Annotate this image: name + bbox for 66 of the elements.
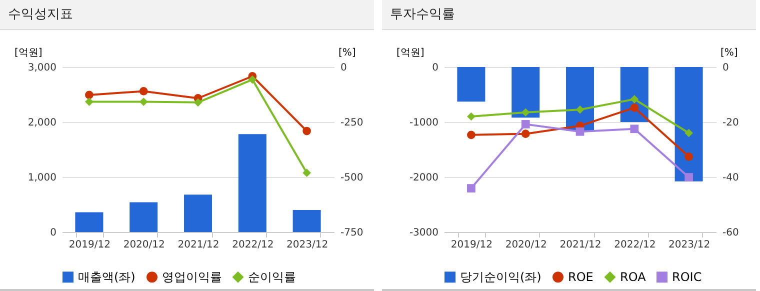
x-tick-label: 2023/12 — [668, 240, 710, 250]
point — [521, 120, 530, 128]
legend-label: ROA — [620, 270, 647, 284]
y-tick-label: 3,000 — [28, 62, 56, 74]
bar — [238, 134, 266, 232]
bar — [130, 202, 158, 232]
point — [85, 90, 94, 100]
point — [576, 127, 584, 136]
point — [139, 98, 148, 106]
y-tick-label: -2000 — [409, 172, 438, 184]
x-tick-label: 2019/12 — [68, 240, 110, 250]
point — [467, 130, 476, 140]
x-tick-label: 2021/12 — [178, 240, 220, 250]
y-tick-label: -1000 — [409, 118, 438, 128]
y2-tick-label: -40 — [722, 172, 739, 184]
y-tick-label: 0 — [432, 62, 438, 74]
y2-tick-label: -60 — [722, 228, 739, 238]
bar — [75, 212, 104, 232]
y2-tick-label: -250 — [340, 118, 364, 128]
x-tick-label: 2021/12 — [560, 240, 602, 250]
x-tick-label: 2020/12 — [123, 240, 165, 250]
bar — [292, 210, 321, 232]
y-tick-label: 2,000 — [28, 118, 56, 128]
point — [139, 87, 148, 96]
legend-label: 영업이익률 — [162, 270, 222, 284]
legend-label: 매출액(좌) — [78, 270, 136, 284]
point — [467, 112, 476, 121]
point — [630, 94, 639, 104]
x-tick-label: 2022/12 — [614, 240, 656, 250]
point — [467, 184, 476, 192]
point — [684, 173, 693, 182]
x-tick-label: 2023/12 — [286, 240, 328, 250]
legend-label: 순이익률 — [248, 270, 296, 284]
y-tick-label: 1,000 — [28, 172, 56, 184]
legend-label: 당기순이익(좌) — [460, 270, 542, 284]
y2-axis-title: [%] — [338, 48, 356, 58]
point — [302, 168, 311, 178]
legend-label: ROE — [568, 270, 594, 284]
bar — [184, 194, 212, 232]
point — [684, 152, 693, 161]
point — [85, 98, 94, 106]
chart-title: 수익성지표 — [0, 0, 374, 30]
point — [521, 108, 530, 117]
y-axis-title: [억원] — [396, 48, 424, 58]
y-tick-label: 0 — [50, 228, 56, 238]
point — [194, 98, 202, 107]
y2-axis-title: [%] — [720, 48, 738, 58]
point — [576, 105, 584, 114]
y-axis-title: [억원] — [14, 48, 42, 58]
point — [630, 104, 639, 112]
chart-title: 투자수익률 — [382, 0, 756, 30]
point — [684, 128, 693, 138]
x-tick-label: 2019/12 — [450, 240, 492, 250]
point — [302, 126, 311, 136]
y-tick-label: -3000 — [409, 228, 438, 238]
x-tick-label: 2020/12 — [505, 240, 547, 250]
point — [630, 124, 639, 134]
y2-tick-label: -20 — [722, 118, 739, 128]
y2-tick-label: -500 — [340, 172, 364, 184]
point — [521, 130, 530, 138]
y2-tick-label: 0 — [340, 62, 347, 74]
y2-tick-label: 0 — [722, 62, 729, 74]
x-tick-label: 2022/12 — [232, 240, 274, 250]
legend-label: ROIC — [672, 270, 702, 284]
point — [248, 75, 257, 84]
y2-tick-label: -750 — [340, 228, 364, 238]
